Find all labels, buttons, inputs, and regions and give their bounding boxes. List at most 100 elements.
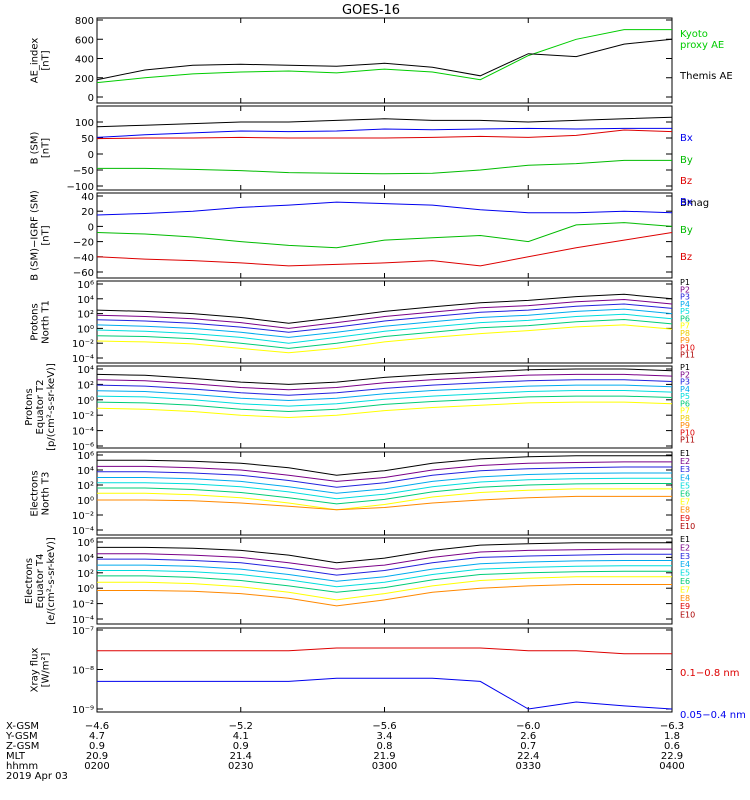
legend-entry: P6	[680, 314, 690, 323]
legend-entry: P7	[680, 407, 690, 416]
footer-row-label: X-GSM	[6, 721, 39, 732]
legend-entry: Bz	[680, 252, 692, 263]
y-tick-label: 10⁻⁴	[72, 526, 94, 537]
y-axis-label: Protons	[30, 303, 41, 340]
y-tick-label: 10⁰	[77, 496, 94, 507]
y-tick-label: 10²	[77, 481, 94, 492]
y-tick-label: 10²	[77, 569, 94, 580]
series-line-e8	[97, 495, 672, 511]
series-line-e7	[97, 576, 672, 601]
footer-value-y: 3.4	[377, 731, 393, 742]
y-tick-label: 10⁴	[77, 295, 94, 306]
series-line-p5	[96, 313, 673, 344]
y-tick-label: 0	[88, 150, 94, 161]
y-tick-label: 800	[75, 16, 94, 27]
footer-value-hhmm: 0330	[516, 761, 541, 772]
y-axis-label: Electrons	[30, 470, 41, 516]
series-line-e5	[97, 477, 672, 500]
legend-entry: By	[680, 155, 693, 166]
series-line-e7	[97, 488, 672, 511]
series-line-p7	[96, 401, 673, 419]
legend-entry: E1	[680, 535, 690, 544]
legend-entry: E2	[680, 543, 690, 552]
chart-title: GOES-16	[342, 3, 400, 18]
y-tick-label: 100	[75, 118, 94, 129]
footer-value-x: −4.6	[85, 721, 109, 732]
footer-value-x: −6.0	[516, 721, 540, 732]
series-line-e8	[97, 584, 672, 607]
footer-value-z: 0.9	[89, 741, 105, 752]
series-line-e3	[97, 466, 672, 488]
legend-entry: E8	[680, 506, 690, 515]
y-tick-label: 10⁻⁶	[72, 442, 94, 453]
y-axis-label: [e/(cm²-s-sr-keV)]	[46, 537, 57, 625]
legend-entry: E1	[680, 449, 690, 458]
y-tick-label: 400	[75, 55, 94, 66]
y-tick-label: 0	[88, 222, 94, 233]
y-tick-label: 20	[81, 207, 94, 218]
footer-value-mlt: 22.4	[517, 751, 539, 762]
legend-entry: P4	[680, 385, 690, 394]
panel-frame	[96, 451, 673, 536]
footer-value-mlt: 21.9	[373, 751, 395, 762]
y-axis-label: Protons	[24, 388, 35, 425]
legend-entry: E6	[680, 577, 690, 586]
y-tick-label: 10²	[77, 380, 94, 391]
y-tick-label: −20	[73, 238, 94, 249]
footer-value-z: 0.6	[664, 741, 680, 752]
y-tick-label: 200	[75, 74, 94, 85]
series-line-p6	[96, 395, 673, 413]
y-axis-label: Xray flux	[30, 648, 41, 693]
y-axis-label: Equator T2	[35, 380, 46, 435]
y-tick-label: 10⁴	[77, 365, 94, 376]
footer-value-y: 1.8	[664, 731, 680, 742]
y-tick-label: 10²	[77, 310, 94, 321]
y-axis-label: [p/(cm²-s-sr-keV)]	[46, 363, 57, 451]
panel-frame	[96, 627, 673, 713]
series-line-p3	[96, 303, 673, 333]
series-line-p2	[96, 298, 673, 329]
y-axis-label: [nT]	[41, 138, 52, 158]
series-line-e4	[97, 472, 672, 494]
series-line-e3	[97, 553, 672, 576]
series-line-0-1-0-8-nm	[97, 647, 672, 655]
y-axis-label: B (SM)−IGRF (SM)	[30, 190, 41, 281]
legend-entry: E2	[680, 457, 690, 466]
footer-value-hhmm: 0400	[659, 761, 684, 772]
legend-entry: Themis AE	[679, 71, 733, 82]
legend-entry: P5	[680, 307, 690, 316]
series-line-p1	[96, 293, 673, 324]
series-line-bz	[96, 232, 673, 267]
y-tick-label: 10⁴	[77, 466, 94, 477]
series-line-e2	[97, 548, 672, 570]
legend-entry: By	[680, 225, 693, 236]
footer-row-label: Y-GSM	[5, 731, 38, 742]
series-line-p1	[96, 368, 673, 385]
footer-value-z: 0.8	[377, 741, 393, 752]
series-line-p4	[96, 308, 673, 338]
legend-entry: P10	[680, 343, 695, 352]
series-line-themis-ae	[96, 38, 673, 81]
legend-entry: P11	[680, 436, 695, 445]
series-line-p6	[96, 318, 673, 349]
legend-entry: E4	[680, 473, 690, 482]
panel-frame	[96, 192, 673, 279]
footer-value-z: 0.9	[233, 741, 249, 752]
y-tick-label: 10⁶	[77, 538, 94, 549]
series-line-e2	[97, 461, 672, 482]
y-axis-label: [nT]	[41, 225, 52, 245]
panel-3: 40 20 0 −20 −40 −60 B (SM)−IGRF (SM) [nT] Bx By Bz	[30, 190, 693, 281]
y-axis-label: [W/m²]	[41, 652, 52, 687]
legend-entry: Bx	[680, 197, 693, 208]
y-axis-label: North T1	[41, 300, 52, 344]
series-line-e6	[97, 483, 672, 505]
panel-frame	[96, 280, 673, 364]
y-tick-label: 10⁻⁴	[72, 354, 94, 365]
y-tick-label: 10⁻⁸	[72, 666, 94, 677]
y-axis-label: [nT]	[41, 50, 52, 70]
y-tick-label: 10⁶	[77, 280, 94, 291]
legend-entry: P4	[680, 300, 690, 309]
legend-entry: P2	[680, 370, 690, 379]
